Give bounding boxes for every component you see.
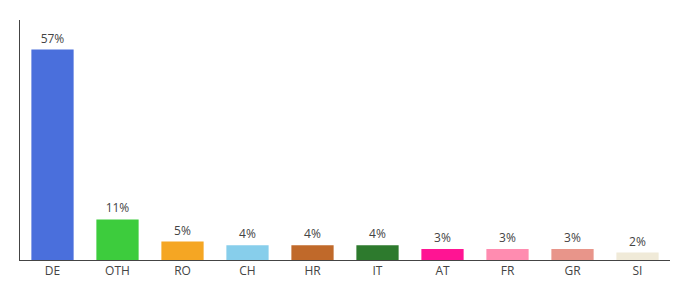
svg-text:CH: CH (239, 262, 255, 279)
svg-text:SI: SI (633, 262, 643, 279)
svg-text:IT: IT (373, 262, 383, 279)
svg-text:4%: 4% (369, 225, 386, 242)
svg-text:4%: 4% (239, 225, 256, 242)
svg-text:5%: 5% (174, 222, 191, 239)
svg-text:FR: FR (501, 262, 515, 279)
svg-text:OTH: OTH (105, 262, 130, 279)
svg-text:11%: 11% (106, 199, 130, 216)
svg-text:57%: 57% (41, 30, 65, 47)
svg-text:2%: 2% (629, 233, 646, 250)
svg-text:HR: HR (304, 262, 321, 279)
svg-text:3%: 3% (499, 229, 516, 246)
svg-text:GR: GR (564, 262, 581, 279)
svg-text:DE: DE (45, 262, 60, 279)
svg-text:4%: 4% (304, 225, 321, 242)
svg-text:RO: RO (174, 262, 191, 279)
svg-text:3%: 3% (434, 229, 451, 246)
svg-text:3%: 3% (564, 229, 581, 246)
svg-text:AT: AT (435, 262, 450, 279)
